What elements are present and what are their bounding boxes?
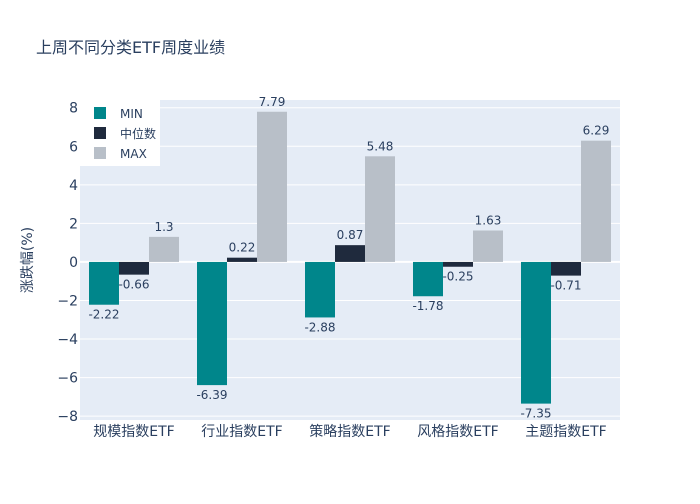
y-tick-label: 8	[69, 101, 78, 117]
y-axis: 8 6 4 2 0 −2 −4 −6 −8	[57, 101, 78, 425]
bars	[89, 111, 611, 404]
legend-swatch[interactable]	[94, 127, 106, 139]
legend-label[interactable]: MAX	[120, 147, 147, 161]
data-label: -6.39	[196, 388, 227, 402]
data-label: -7.35	[520, 407, 551, 421]
y-tick-label: 4	[69, 178, 78, 194]
data-label: -0.66	[118, 278, 149, 292]
data-label: -2.22	[88, 308, 119, 322]
data-labels: -2.22 -0.66 1.3 -6.39 0.22 7.79 -2.88 0.87 5.48 -…	[88, 95, 609, 421]
data-label: 5.48	[367, 139, 394, 153]
bar[interactable]	[305, 261, 335, 318]
y-tick-label: −8	[57, 409, 78, 425]
y-tick-label: 2	[69, 216, 78, 232]
bar[interactable]	[257, 111, 287, 262]
bar[interactable]	[581, 140, 611, 262]
y-tick-label: 0	[69, 255, 78, 271]
data-label: 0.22	[229, 241, 256, 255]
legend-swatch[interactable]	[94, 107, 106, 119]
data-label: 7.79	[259, 95, 286, 109]
bar[interactable]	[89, 261, 119, 305]
x-axis: 规模指数ETF 行业指数ETF 策略指数ETF 风格指数ETF 主题指数ETF	[93, 423, 606, 440]
data-label: 6.29	[583, 124, 610, 138]
bar[interactable]	[551, 261, 581, 276]
legend-label[interactable]: 中位数	[120, 126, 156, 141]
bar[interactable]	[473, 230, 503, 262]
bar[interactable]	[227, 257, 257, 262]
y-tick-label: −2	[57, 293, 78, 309]
x-tick-label: 风格指数ETF	[417, 424, 498, 440]
legend-label[interactable]: MIN	[120, 107, 143, 121]
legend-box	[80, 100, 160, 166]
legend-swatch[interactable]	[94, 147, 106, 159]
x-tick-label: 主题指数ETF	[525, 424, 606, 440]
chart-title: 上周不同分类ETF周度业绩	[36, 38, 226, 57]
x-tick-label: 行业指数ETF	[201, 424, 282, 440]
bar[interactable]	[197, 261, 227, 386]
y-tick-label: 6	[69, 139, 78, 155]
bar[interactable]	[443, 261, 473, 267]
y-axis-title: 涨跌幅(%)	[20, 227, 36, 293]
data-label: -0.25	[442, 270, 473, 284]
bar[interactable]	[119, 261, 149, 275]
data-label: 1.63	[475, 214, 502, 228]
y-tick-label: −6	[57, 371, 78, 387]
bar[interactable]	[521, 261, 551, 404]
data-label: -1.78	[412, 299, 443, 313]
bar[interactable]	[413, 261, 443, 297]
x-tick-label: 规模指数ETF	[93, 424, 174, 440]
data-label: -0.71	[550, 279, 581, 293]
data-label: 1.3	[154, 220, 173, 234]
bar[interactable]	[335, 245, 365, 262]
legend[interactable]: MIN 中位数 MAX	[80, 100, 160, 166]
data-label: 0.87	[337, 228, 364, 242]
x-tick-label: 策略指数ETF	[309, 423, 390, 440]
data-label: -2.88	[304, 320, 335, 334]
bar[interactable]	[365, 156, 395, 262]
bar[interactable]	[149, 236, 179, 262]
y-tick-label: −4	[57, 332, 78, 348]
